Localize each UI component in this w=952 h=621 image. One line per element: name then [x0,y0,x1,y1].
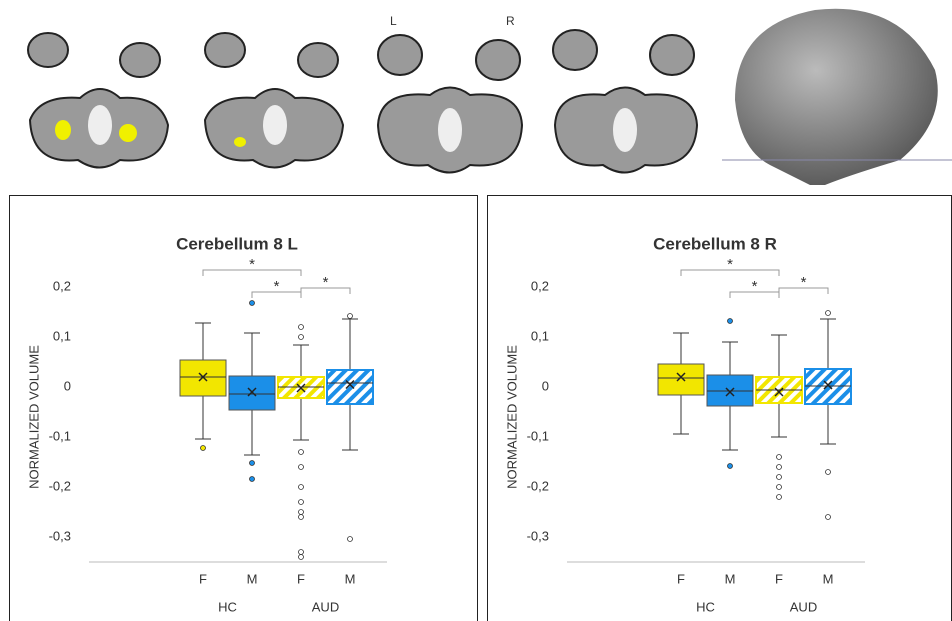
outlier [249,300,255,306]
mean [823,380,833,390]
significance-bracket [680,269,780,276]
y-tick-label: 0,1 [531,328,549,343]
outlier [347,536,353,542]
chart-panel: Cerebellum 8 L NORMALIZED VOLUME 0,2 0,1 0 -0… [9,195,478,621]
panel-frame [487,195,952,621]
outlier [347,313,353,319]
mean [725,387,735,397]
x-tick-label: M [247,571,258,586]
mean [198,372,208,382]
outlier [249,476,255,482]
y-tick-label: -0,3 [527,528,549,543]
y-tick-label: -0,3 [49,528,71,543]
outlier [776,484,782,490]
significance-bracket [251,291,302,298]
outlier [776,454,782,460]
outlier [298,449,304,455]
y-tick-label: 0 [542,378,549,393]
box [657,363,705,396]
significance-label: * [727,256,733,273]
y-tick-label: -0,1 [527,428,549,443]
brain-images: L R [27,8,952,185]
outlier [776,494,782,500]
outlier [298,324,304,330]
group-label: HC [218,599,237,614]
outlier [727,318,733,324]
mean [296,383,306,393]
hemisphere-label: L [390,14,397,28]
box [326,369,374,405]
x-tick-label: F [199,571,207,586]
group-label: HC [696,599,715,614]
y-tick-label: 0,2 [531,278,549,293]
outlier [298,484,304,490]
hemisphere-label: R [506,14,515,28]
x-tick-label: F [297,571,305,586]
outlier [298,334,304,340]
x-tick-label: F [775,571,783,586]
significance-label: * [249,256,255,273]
chart-title: Cerebellum 8 L [176,234,298,253]
significance-label: * [323,274,329,291]
outlier [825,469,831,475]
significance-label: * [274,278,280,295]
outlier [298,509,304,515]
y-tick-label: 0,2 [53,278,71,293]
brain-3d [735,8,938,185]
outlier [776,464,782,470]
outlier [249,460,255,466]
x-tick-label: F [677,571,685,586]
y-tick-label: -0,2 [49,478,71,493]
outlier [298,549,304,555]
significance-bracket [729,291,780,298]
outlier [727,463,733,469]
significance-label: * [801,274,807,291]
outlier [298,554,304,560]
outlier [776,474,782,480]
group-label: AUD [312,599,339,614]
chart-panel: Cerebellum 8 R NORMALIZED VOLUME 0,2 0,1 0 -0… [487,195,952,621]
chart-title: Cerebellum 8 R [653,234,777,253]
y-tick-label: 0,1 [53,328,71,343]
y-axis-title: NORMALIZED VOLUME [26,345,41,489]
mean [774,387,784,397]
outlier [298,464,304,470]
mean [247,387,257,397]
outlier [298,499,304,505]
group-label: AUD [790,599,817,614]
y-tick-label: -0,2 [527,478,549,493]
significance-bracket [778,287,829,294]
outlier [825,514,831,520]
outlier [298,514,304,520]
panel-frame [9,195,478,621]
x-tick-label: M [345,571,356,586]
x-tick-label: M [725,571,736,586]
mean [345,379,355,390]
outlier [200,445,206,451]
y-tick-label: 0 [64,378,71,393]
y-tick-label: -0,1 [49,428,71,443]
x-tick-label: M [823,571,834,586]
significance-label: * [752,278,758,295]
mean [676,372,686,382]
outlier [825,310,831,316]
significance-bracket [300,287,351,294]
significance-bracket [202,269,302,276]
y-axis-title: NORMALIZED VOLUME [504,345,519,489]
